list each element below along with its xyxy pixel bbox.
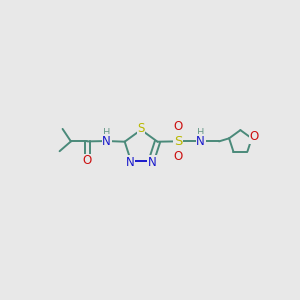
Text: N: N (148, 156, 157, 169)
Text: H: H (197, 128, 205, 138)
Text: O: O (174, 150, 183, 163)
Text: N: N (196, 135, 205, 148)
Text: H: H (103, 128, 110, 138)
Text: N: N (126, 156, 134, 169)
Text: S: S (137, 122, 145, 135)
Text: O: O (82, 154, 92, 167)
Text: S: S (174, 135, 182, 148)
Text: O: O (249, 130, 258, 143)
Text: N: N (102, 135, 111, 148)
Text: O: O (174, 120, 183, 133)
